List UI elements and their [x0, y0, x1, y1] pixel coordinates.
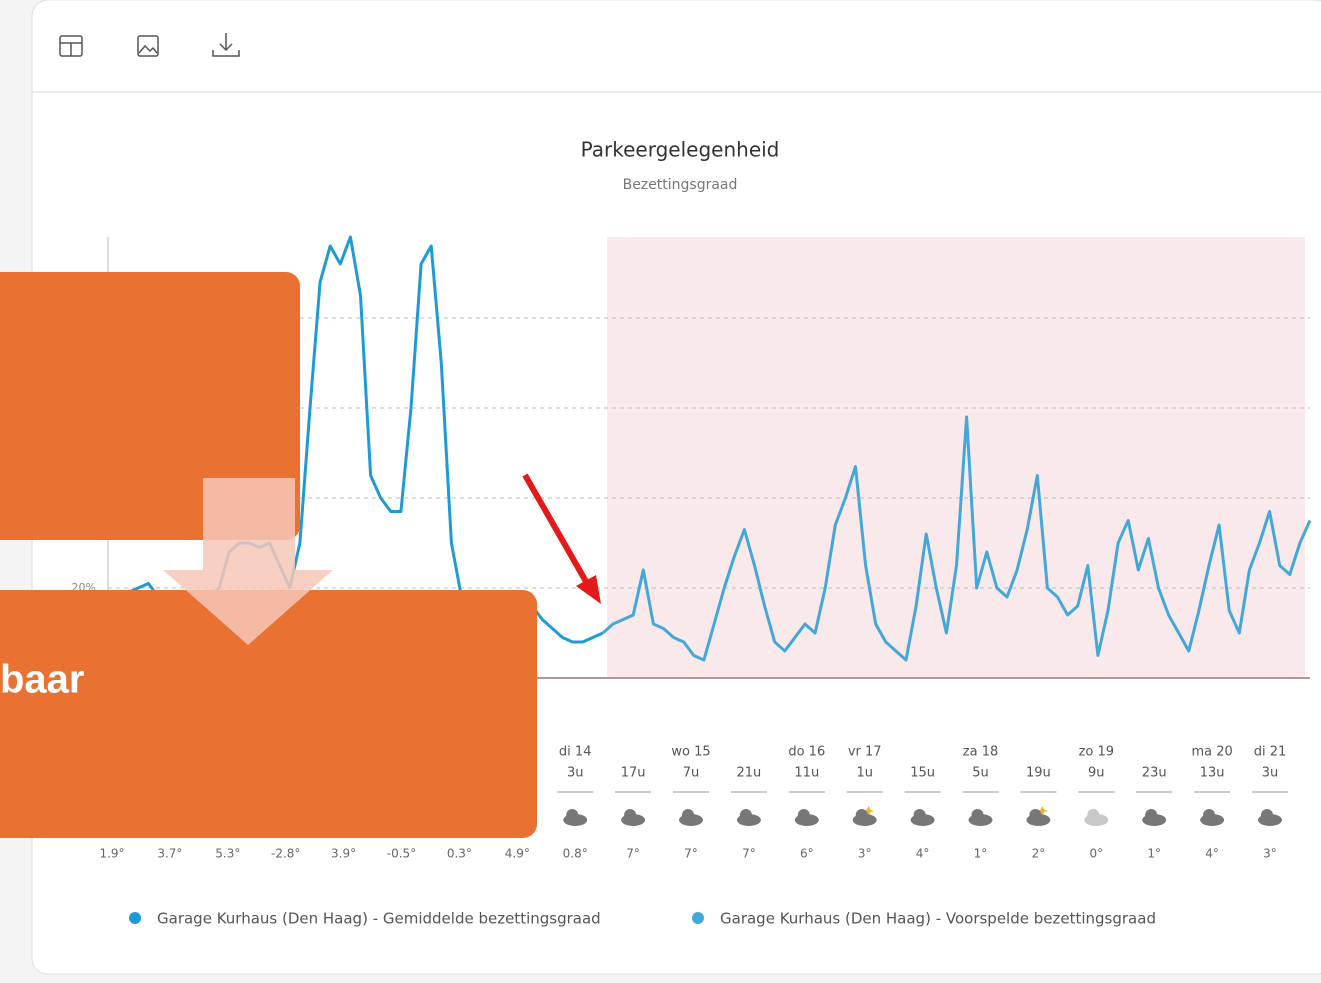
x-day-label: zo 19: [1079, 745, 1114, 760]
x-hour-label: 3u: [567, 766, 584, 781]
x-day-label: za 18: [963, 745, 998, 760]
x-hour-label: 21u: [737, 766, 762, 781]
weather-icon: [1029, 809, 1042, 821]
x-hour-label: 19u: [1026, 766, 1051, 781]
chart-subtitle: Bezettingsgraad: [623, 177, 738, 193]
temperature: 7°: [742, 847, 756, 861]
weather-icon: [624, 809, 637, 821]
temperature: 1.9°: [99, 847, 124, 861]
x-day-label: ma 20: [1191, 745, 1232, 760]
temperature: -2.8°: [271, 847, 300, 861]
weather-icon: [1261, 809, 1273, 821]
temperature: 3.9°: [331, 847, 356, 861]
temperature: 5.3°: [215, 847, 240, 861]
overlay-box: [0, 272, 300, 540]
temperature: 0°: [1089, 847, 1103, 861]
weather-icon: [1036, 806, 1049, 816]
temperature: 0.8°: [563, 847, 588, 861]
temperature: 1°: [1147, 847, 1161, 861]
weather-icon: [913, 809, 926, 821]
temperature: 7°: [626, 847, 640, 861]
temperature: 7°: [684, 847, 698, 861]
forecast-region: [607, 237, 1305, 678]
legend-marker: [129, 912, 141, 924]
chart-title: Parkeergelegenheid: [581, 138, 780, 162]
x-hour-label: 5u: [972, 766, 989, 781]
x-hour-label: 9u: [1088, 766, 1105, 781]
weather-icon: [971, 809, 984, 821]
table-view-button[interactable]: [59, 35, 83, 57]
temperature: 1°: [974, 847, 988, 861]
x-hour-label: 3u: [1262, 766, 1279, 781]
weather-icon: [797, 809, 810, 821]
temperature: 0.3°: [447, 847, 472, 861]
temperature: -0.5°: [387, 847, 416, 861]
legend-label: Garage Kurhaus (Den Haag) - Gemiddelde b…: [157, 910, 601, 928]
overlay-arrow: [163, 570, 333, 645]
temperature: 3°: [1263, 847, 1277, 861]
weather-icon: [1145, 809, 1158, 821]
weather-icon: [1087, 809, 1100, 821]
x-hour-label: 11u: [794, 766, 819, 781]
temperature: 4.9°: [505, 847, 530, 861]
x-day-label: do 16: [788, 745, 825, 760]
weather-icon: [566, 809, 579, 821]
overlay-arrow: [203, 478, 295, 570]
x-day-label: vr 17: [848, 745, 882, 760]
x-hour-label: 7u: [683, 766, 700, 781]
x-day-label: wo 15: [671, 745, 710, 760]
x-day-label: di 14: [559, 745, 592, 760]
x-day-label: di 21: [1254, 745, 1287, 760]
image-button[interactable]: [137, 35, 159, 57]
legend-marker: [692, 912, 704, 924]
red-arrow: [522, 473, 591, 587]
weather-icon: [1203, 809, 1216, 821]
x-hour-label: 23u: [1142, 766, 1167, 781]
temperature: 2°: [1032, 847, 1046, 861]
weather-icon: [682, 809, 694, 821]
temperature: 4°: [1205, 847, 1219, 861]
temperature: 3°: [858, 847, 872, 861]
weather-icon: [855, 809, 868, 821]
x-hour-label: 17u: [621, 766, 646, 781]
temperature: 6°: [800, 847, 814, 861]
x-hour-label: 15u: [910, 766, 935, 781]
series-line: [601, 415, 1312, 662]
weather-icon: [739, 809, 752, 821]
overlay-text: baar: [0, 658, 85, 702]
overlay-box: [0, 590, 537, 838]
red-arrow-head: [576, 575, 601, 604]
download-button[interactable]: [212, 33, 240, 57]
x-hour-label: 13u: [1200, 766, 1225, 781]
temperature: 4°: [916, 847, 930, 861]
legend-label: Garage Kurhaus (Den Haag) - Voorspelde b…: [720, 910, 1156, 928]
x-hour-label: 1u: [856, 766, 873, 781]
temperature: 3.7°: [157, 847, 182, 861]
weather-icon: [862, 806, 875, 816]
